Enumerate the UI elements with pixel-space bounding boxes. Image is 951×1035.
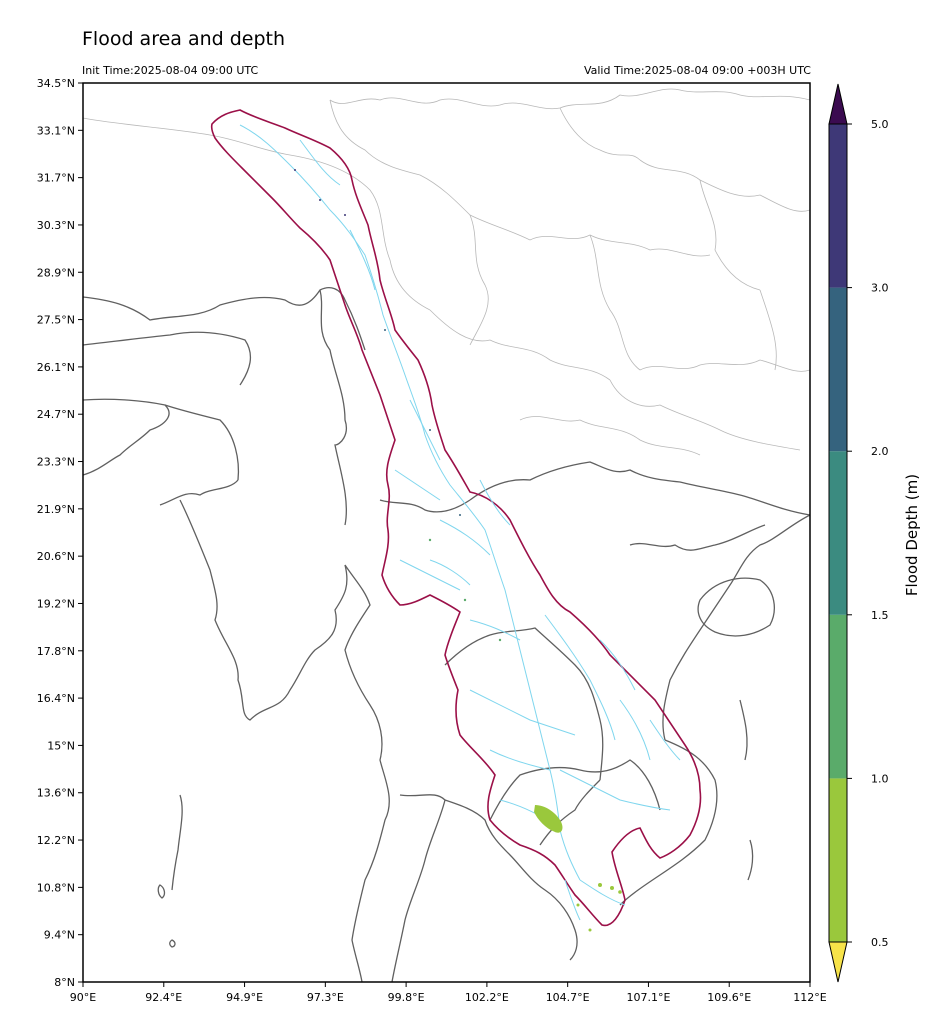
init-time-label: Init Time:2025-08-04 09:00 UTC: [82, 64, 259, 77]
colorbar-tick-label: 3.0: [871, 282, 889, 295]
colorbar-tick-label: 2.0: [871, 445, 889, 458]
map-title: Flood area and depth: [82, 28, 286, 50]
lat-tick-label: 26.1°N: [37, 361, 75, 374]
lat-tick-label: 19.2°N: [37, 597, 75, 610]
lat-tick-label: 17.8°N: [37, 645, 75, 658]
lon-tick-label: 102.2°E: [465, 991, 509, 1004]
lon-tick-label: 94.9°E: [226, 991, 263, 1004]
lat-tick-label: 33.1°N: [37, 124, 75, 137]
lon-tick-label: 112°E: [793, 991, 826, 1004]
lat-tick-label: 34.5°N: [37, 77, 75, 90]
lon-tick-label: 107.1°E: [626, 991, 670, 1004]
colorbar-segment: [829, 614, 847, 779]
longitude-axis: 90°E 92.4°E 94.9°E 97.3°E 99.8°E 102.2°E 104.7…: [70, 982, 827, 1004]
colorbar-tick-label: 0.5: [871, 936, 889, 949]
colorbar-segment: [829, 451, 847, 615]
colorbar-tick-label: 1.0: [871, 772, 889, 785]
colorbar-label: Flood Depth (m): [903, 474, 921, 596]
map-frame: [82, 82, 811, 983]
lat-tick-label: 15°N: [47, 739, 75, 752]
mekong-basin-outline: [210, 109, 702, 927]
lat-tick-label: 12.2°N: [37, 834, 75, 847]
colorbar-segment: [829, 287, 847, 452]
valid-time-label: Valid Time:2025-08-04 09:00 +003H UTC: [583, 64, 811, 77]
lat-tick-label: 20.6°N: [37, 550, 75, 563]
flood-patches: [294, 169, 622, 932]
lat-tick-label: 28.9°N: [37, 266, 75, 279]
lat-tick-label: 23.3°N: [37, 456, 75, 469]
lat-tick-label: 13.6°N: [37, 787, 75, 800]
lat-tick-label: 30.3°N: [37, 219, 75, 232]
lon-tick-label: 104.7°E: [546, 991, 590, 1004]
lon-tick-label: 99.8°E: [388, 991, 425, 1004]
lat-tick-label: 21.9°N: [37, 503, 75, 516]
colorbar-tick-label: 1.5: [871, 609, 889, 622]
colorbar-segment: [829, 778, 847, 942]
latitude-axis: 34.5°N 33.1°N 31.7°N 30.3°N 28.9°N 27.5°N 26.1…: [37, 77, 83, 989]
lat-tick-label: 8°N: [54, 976, 75, 989]
lon-tick-label: 97.3°E: [307, 991, 344, 1004]
colorbar: 0.5 1.0 1.5 2.0 3.0 5.0: [828, 83, 889, 983]
river-network: [239, 124, 681, 921]
lat-tick-label: 9.4°N: [44, 929, 75, 942]
colorbar-over-extension: [828, 83, 848, 125]
colorbar-tick-label: 5.0: [871, 118, 889, 131]
country-borders: [83, 287, 810, 982]
lon-tick-label: 90°E: [70, 991, 96, 1004]
colorbar-frame: [828, 123, 848, 943]
lat-tick-label: 27.5°N: [37, 314, 75, 327]
lat-tick-label: 24.7°N: [37, 408, 75, 421]
colorbar-under-extension: [828, 941, 848, 983]
colorbar-segment: [829, 124, 847, 288]
lon-tick-label: 109.6°E: [707, 991, 751, 1004]
lat-tick-label: 16.4°N: [37, 692, 75, 705]
lat-tick-label: 31.7°N: [37, 172, 75, 185]
province-borders: [83, 88, 810, 456]
map-panel: [83, 83, 810, 982]
lon-tick-label: 92.4°E: [145, 991, 182, 1004]
lat-tick-label: 10.8°N: [37, 881, 75, 894]
